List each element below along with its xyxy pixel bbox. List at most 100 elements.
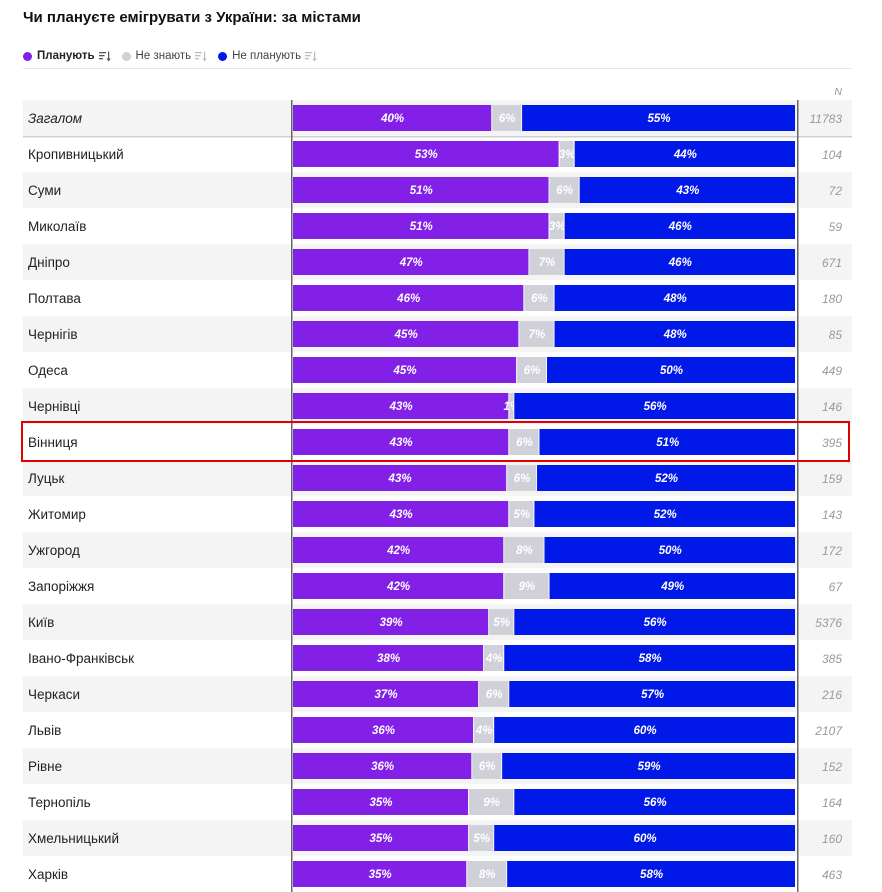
bar-segment-unknown bbox=[467, 861, 507, 887]
city-label: Загалом bbox=[28, 111, 82, 126]
bar-segment-not-plan bbox=[522, 105, 795, 131]
data-label: 3% bbox=[549, 221, 566, 233]
n-value: 72 bbox=[829, 184, 843, 198]
sort-descending-icon[interactable] bbox=[98, 51, 111, 62]
data-label: 7% bbox=[529, 329, 546, 341]
data-label: 58% bbox=[639, 653, 662, 665]
legend-item-plan[interactable]: Планують bbox=[23, 50, 111, 62]
n-value: 172 bbox=[822, 544, 842, 558]
bar-segment-unknown bbox=[549, 177, 579, 203]
bar-segment-unknown bbox=[517, 357, 546, 383]
n-value: 85 bbox=[829, 328, 843, 342]
data-label: 5% bbox=[473, 833, 490, 845]
data-label: 43% bbox=[389, 509, 413, 521]
n-value: 11783 bbox=[810, 112, 843, 126]
bar-segment-unknown bbox=[559, 141, 574, 167]
data-label: 43% bbox=[675, 185, 699, 197]
legend-item-unknown[interactable]: Не знають bbox=[121, 50, 208, 62]
bar-segment-not-plan bbox=[514, 609, 795, 635]
bar-segment-plan bbox=[293, 285, 524, 311]
city-label: Черкаси bbox=[28, 687, 80, 702]
bar-segment-not-plan bbox=[504, 645, 795, 671]
bar-segment-plan bbox=[293, 357, 517, 383]
data-label: 36% bbox=[371, 761, 394, 773]
data-label: 9% bbox=[519, 581, 536, 593]
data-label: 6% bbox=[486, 689, 503, 701]
bar-segment-plan bbox=[293, 429, 509, 455]
city-label: Луцьк bbox=[28, 471, 65, 486]
n-value: 449 bbox=[822, 364, 842, 378]
data-label: 39% bbox=[380, 617, 403, 629]
bar-segment-not-plan bbox=[509, 681, 795, 707]
data-label: 56% bbox=[644, 401, 667, 413]
data-label: 35% bbox=[370, 833, 393, 845]
data-label: 36% bbox=[372, 725, 395, 737]
bar-segment-not-plan bbox=[554, 285, 795, 311]
legend-item-not-plan[interactable]: Не планують bbox=[218, 50, 317, 62]
total-divider bbox=[23, 136, 852, 138]
bar-segment-not-plan bbox=[494, 717, 795, 743]
sort-descending-icon[interactable] bbox=[195, 51, 207, 62]
sort-descending-icon[interactable] bbox=[305, 51, 317, 62]
data-label: 35% bbox=[369, 869, 392, 881]
data-label: 37% bbox=[375, 689, 398, 701]
legend-dot-not-plan bbox=[218, 51, 228, 61]
data-label: 46% bbox=[668, 257, 692, 269]
data-label: 8% bbox=[516, 545, 533, 557]
data-label: 46% bbox=[668, 221, 692, 233]
data-label: 4% bbox=[475, 725, 493, 737]
data-label: 43% bbox=[388, 473, 412, 485]
data-label: 40% bbox=[380, 113, 404, 125]
city-label: Дніпро bbox=[28, 255, 70, 270]
data-label: 58% bbox=[640, 869, 663, 881]
data-label: 57% bbox=[641, 689, 664, 701]
data-label: 3% bbox=[559, 149, 576, 161]
axis-left-line bbox=[291, 100, 293, 892]
city-label: Полтава bbox=[28, 291, 81, 306]
data-label: 9% bbox=[483, 797, 500, 809]
data-label: 44% bbox=[673, 149, 697, 161]
bar-segment-plan bbox=[293, 537, 504, 563]
city-label: Запоріжжя bbox=[28, 579, 94, 594]
bar-segment-unknown bbox=[549, 213, 564, 239]
data-label: 60% bbox=[634, 833, 657, 845]
bar-segment-plan bbox=[293, 321, 519, 347]
city-label: Чернігів bbox=[28, 327, 78, 342]
chart-title: Чи плануєте емігрувати з України: за міс… bbox=[23, 9, 361, 26]
bar-segment-not-plan bbox=[564, 213, 795, 239]
bar-segment-not-plan bbox=[546, 357, 795, 383]
n-value: 104 bbox=[822, 148, 842, 162]
legend-label-not-plan: Не планують bbox=[232, 50, 302, 62]
bar-segment-not-plan bbox=[544, 537, 795, 563]
n-value: 216 bbox=[821, 688, 842, 702]
axis-right-line bbox=[797, 100, 799, 892]
data-label: 46% bbox=[396, 293, 420, 305]
bar-segment-not-plan bbox=[579, 177, 795, 203]
data-label: 43% bbox=[389, 401, 413, 413]
city-label: Суми bbox=[28, 183, 61, 198]
data-label: 35% bbox=[370, 797, 393, 809]
data-label: 48% bbox=[663, 293, 687, 305]
n-value: 5376 bbox=[815, 616, 842, 630]
bar-segment-unknown bbox=[524, 285, 554, 311]
legend-divider bbox=[23, 68, 852, 69]
city-label: Львів bbox=[28, 723, 61, 738]
legend-label-plan: Планують bbox=[37, 50, 95, 62]
bar-segment-plan bbox=[293, 753, 472, 779]
bar-segment-unknown bbox=[492, 105, 522, 131]
city-label: Ужгород bbox=[28, 543, 80, 558]
data-label: 8% bbox=[479, 869, 496, 881]
bar-segment-plan bbox=[293, 789, 469, 815]
data-label: 50% bbox=[659, 545, 682, 557]
data-label: 6% bbox=[516, 437, 533, 449]
bar-segment-plan bbox=[293, 393, 509, 419]
data-label: 5% bbox=[514, 509, 531, 521]
bar-segment-unknown bbox=[484, 645, 504, 671]
data-label: 53% bbox=[415, 149, 438, 161]
n-value: 180 bbox=[822, 292, 842, 306]
bar-segment-plan bbox=[293, 177, 549, 203]
bar-segment-plan bbox=[293, 645, 484, 671]
bar-segment-plan bbox=[293, 717, 474, 743]
n-value: 463 bbox=[822, 868, 842, 882]
data-label: 7% bbox=[539, 257, 556, 269]
